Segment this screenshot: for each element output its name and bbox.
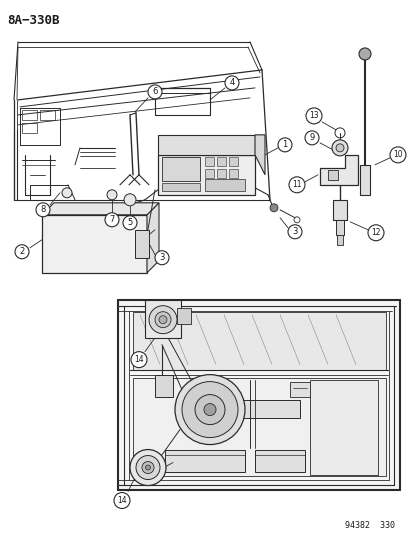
- Polygon shape: [254, 135, 264, 175]
- Bar: [309, 379, 377, 474]
- Bar: [133, 377, 385, 475]
- Text: 14: 14: [117, 496, 126, 505]
- Circle shape: [136, 456, 159, 480]
- Polygon shape: [42, 203, 159, 215]
- Bar: [327, 170, 337, 180]
- Circle shape: [224, 76, 238, 90]
- Text: 4: 4: [229, 78, 234, 87]
- Circle shape: [335, 144, 343, 152]
- Circle shape: [175, 375, 244, 445]
- Circle shape: [389, 147, 405, 163]
- Text: 5: 5: [127, 219, 132, 227]
- Circle shape: [269, 204, 277, 212]
- Bar: [199, 400, 299, 417]
- Circle shape: [114, 492, 130, 508]
- Bar: [289, 382, 309, 397]
- Bar: [133, 312, 385, 369]
- Bar: [332, 200, 346, 220]
- Bar: [22, 110, 37, 120]
- Text: 14: 14: [134, 355, 143, 364]
- Text: 1: 1: [282, 140, 287, 149]
- Text: 12: 12: [370, 228, 380, 237]
- Circle shape: [182, 382, 237, 438]
- Circle shape: [159, 316, 166, 324]
- Text: 8A−330B: 8A−330B: [7, 14, 59, 27]
- Circle shape: [130, 449, 166, 486]
- Bar: [177, 308, 190, 324]
- Text: 6: 6: [152, 87, 157, 96]
- Circle shape: [145, 465, 150, 470]
- Circle shape: [131, 352, 147, 368]
- Polygon shape: [158, 155, 254, 195]
- Text: 3: 3: [159, 253, 164, 262]
- Circle shape: [147, 85, 161, 99]
- Circle shape: [149, 306, 177, 334]
- Bar: [154, 375, 173, 397]
- Bar: [216, 169, 225, 178]
- Circle shape: [304, 131, 318, 145]
- Circle shape: [123, 216, 137, 230]
- Bar: [165, 449, 244, 472]
- Text: 13: 13: [309, 111, 318, 120]
- Bar: [40, 110, 55, 120]
- Bar: [254, 449, 304, 472]
- Bar: [216, 157, 225, 166]
- Bar: [336, 235, 342, 245]
- Polygon shape: [158, 135, 254, 155]
- Circle shape: [107, 190, 117, 200]
- Text: 10: 10: [392, 150, 402, 159]
- Bar: [228, 169, 237, 178]
- Text: 8: 8: [40, 205, 45, 214]
- Circle shape: [305, 108, 321, 124]
- Text: 9: 9: [309, 133, 314, 142]
- Circle shape: [154, 312, 171, 328]
- Circle shape: [62, 188, 72, 198]
- Circle shape: [36, 203, 50, 217]
- Bar: [228, 157, 237, 166]
- Bar: [204, 179, 244, 191]
- Circle shape: [15, 245, 29, 259]
- Bar: [335, 220, 343, 235]
- Circle shape: [287, 225, 301, 239]
- Circle shape: [154, 251, 169, 265]
- Bar: [135, 230, 149, 258]
- Bar: [204, 169, 214, 178]
- Bar: [204, 157, 214, 166]
- Polygon shape: [147, 203, 159, 273]
- Circle shape: [105, 213, 119, 227]
- Circle shape: [142, 462, 154, 473]
- Bar: [22, 123, 37, 133]
- Text: 11: 11: [292, 180, 301, 189]
- Circle shape: [124, 194, 136, 206]
- Circle shape: [277, 138, 291, 152]
- Circle shape: [288, 177, 304, 193]
- Text: 2: 2: [19, 247, 24, 256]
- Circle shape: [358, 48, 370, 60]
- Text: 7: 7: [109, 215, 114, 224]
- Circle shape: [331, 140, 347, 156]
- Text: 94382  330: 94382 330: [344, 521, 394, 530]
- Circle shape: [204, 403, 216, 416]
- Bar: [161, 157, 199, 181]
- Bar: [161, 183, 199, 191]
- Bar: [359, 165, 369, 195]
- Circle shape: [195, 394, 224, 425]
- Text: 3: 3: [292, 227, 297, 236]
- Polygon shape: [118, 300, 399, 489]
- Polygon shape: [42, 215, 147, 273]
- Circle shape: [367, 225, 383, 241]
- Bar: [145, 300, 180, 338]
- Polygon shape: [319, 155, 357, 185]
